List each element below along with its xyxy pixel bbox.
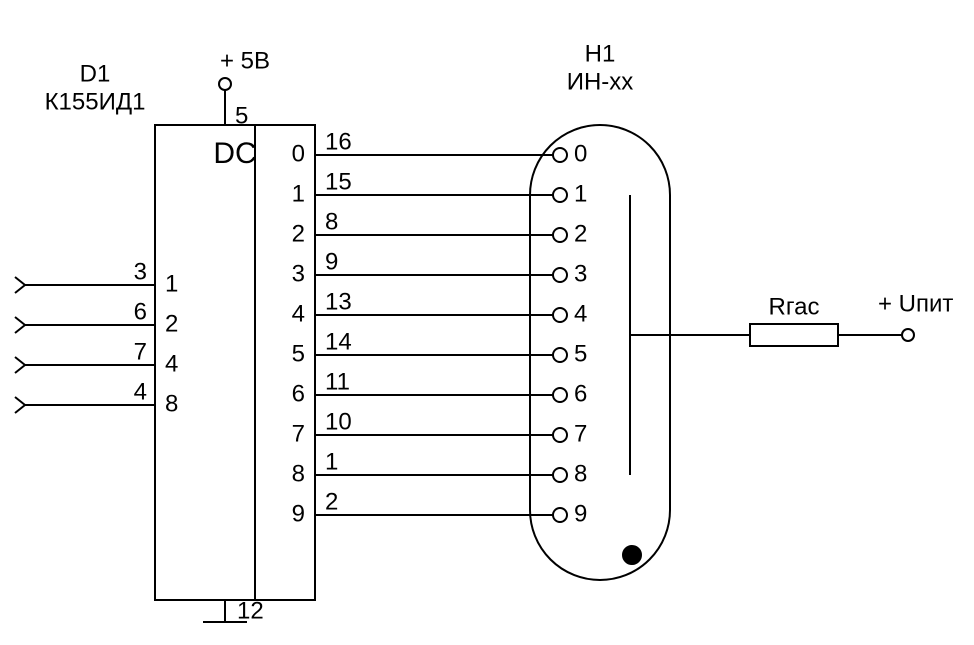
output-pin-num-4: 13 xyxy=(325,288,352,315)
output-label-3: 3 xyxy=(292,260,305,287)
tube-dot xyxy=(623,546,641,564)
input-arrow-2 xyxy=(15,357,25,373)
input-arrow-3 xyxy=(15,397,25,413)
output-pin-num-6: 11 xyxy=(325,368,350,395)
output-label-1: 1 xyxy=(292,180,305,207)
tube-cathode-8 xyxy=(553,468,567,482)
tube-cathode-label-5: 5 xyxy=(574,340,587,367)
input-weight-1: 2 xyxy=(165,310,178,337)
output-pin-num-9: 2 xyxy=(325,488,338,515)
tube-cathode-3 xyxy=(553,268,567,282)
tube-cathode-label-0: 0 xyxy=(574,140,587,167)
resistor-label: Rгас xyxy=(769,293,820,320)
decoder-vcc-label: + 5В xyxy=(220,47,270,74)
tube-cathode-label-9: 9 xyxy=(574,500,587,527)
input-weight-0: 1 xyxy=(165,270,178,297)
decoder-gnd-pin-num: 12 xyxy=(237,597,264,624)
tube-cathode-label-8: 8 xyxy=(574,460,587,487)
supply-label: + Uпит xyxy=(878,290,953,317)
output-pin-num-2: 8 xyxy=(325,208,338,235)
input-weight-3: 8 xyxy=(165,390,178,417)
input-weight-2: 4 xyxy=(165,350,178,377)
tube-cathode-2 xyxy=(553,228,567,242)
tube-cathode-1 xyxy=(553,188,567,202)
output-pin-num-3: 9 xyxy=(325,248,338,275)
tube-cathode-6 xyxy=(553,388,567,402)
tube-cathode-7 xyxy=(553,428,567,442)
output-pin-num-0: 16 xyxy=(325,128,352,155)
schematic-canvas: D1К155ИД1DC5+ 5В123162744801601151282393… xyxy=(0,0,974,645)
output-label-6: 6 xyxy=(292,380,305,407)
output-label-2: 2 xyxy=(292,220,305,247)
output-pin-num-5: 14 xyxy=(325,328,352,355)
supply-terminal xyxy=(902,329,914,341)
input-pin-num-3: 4 xyxy=(134,378,147,405)
tube-cathode-label-4: 4 xyxy=(574,300,587,327)
output-pin-num-7: 10 xyxy=(325,408,352,435)
tube-cathode-label-2: 2 xyxy=(574,220,587,247)
decoder-part: К155ИД1 xyxy=(45,88,146,115)
tube-cathode-9 xyxy=(553,508,567,522)
tube-body xyxy=(530,125,670,580)
tube-cathode-5 xyxy=(553,348,567,362)
decoder-designator: D1 xyxy=(80,60,111,87)
input-pin-num-1: 6 xyxy=(134,298,147,325)
decoder-vcc-pin-num: 5 xyxy=(235,102,248,129)
tube-part: ИН-хх xyxy=(567,68,634,95)
input-pin-num-2: 7 xyxy=(134,338,147,365)
output-pin-num-8: 1 xyxy=(325,448,338,475)
tube-cathode-0 xyxy=(553,148,567,162)
output-label-4: 4 xyxy=(292,300,305,327)
tube-cathode-label-3: 3 xyxy=(574,260,587,287)
tube-cathode-label-1: 1 xyxy=(574,180,587,207)
output-pin-num-1: 15 xyxy=(325,168,352,195)
tube-cathode-label-6: 6 xyxy=(574,380,587,407)
output-label-9: 9 xyxy=(292,500,305,527)
resistor-body xyxy=(750,324,838,346)
input-arrow-1 xyxy=(15,317,25,333)
output-label-5: 5 xyxy=(292,340,305,367)
output-label-0: 0 xyxy=(292,140,305,167)
tube-designator: H1 xyxy=(585,40,616,67)
tube-cathode-4 xyxy=(553,308,567,322)
tube-cathode-label-7: 7 xyxy=(574,420,587,447)
decoder-func-label: DC xyxy=(213,137,256,170)
input-pin-num-0: 3 xyxy=(134,258,147,285)
output-label-8: 8 xyxy=(292,460,305,487)
output-label-7: 7 xyxy=(292,420,305,447)
decoder-vcc-terminal xyxy=(219,78,231,90)
input-arrow-0 xyxy=(15,277,25,293)
